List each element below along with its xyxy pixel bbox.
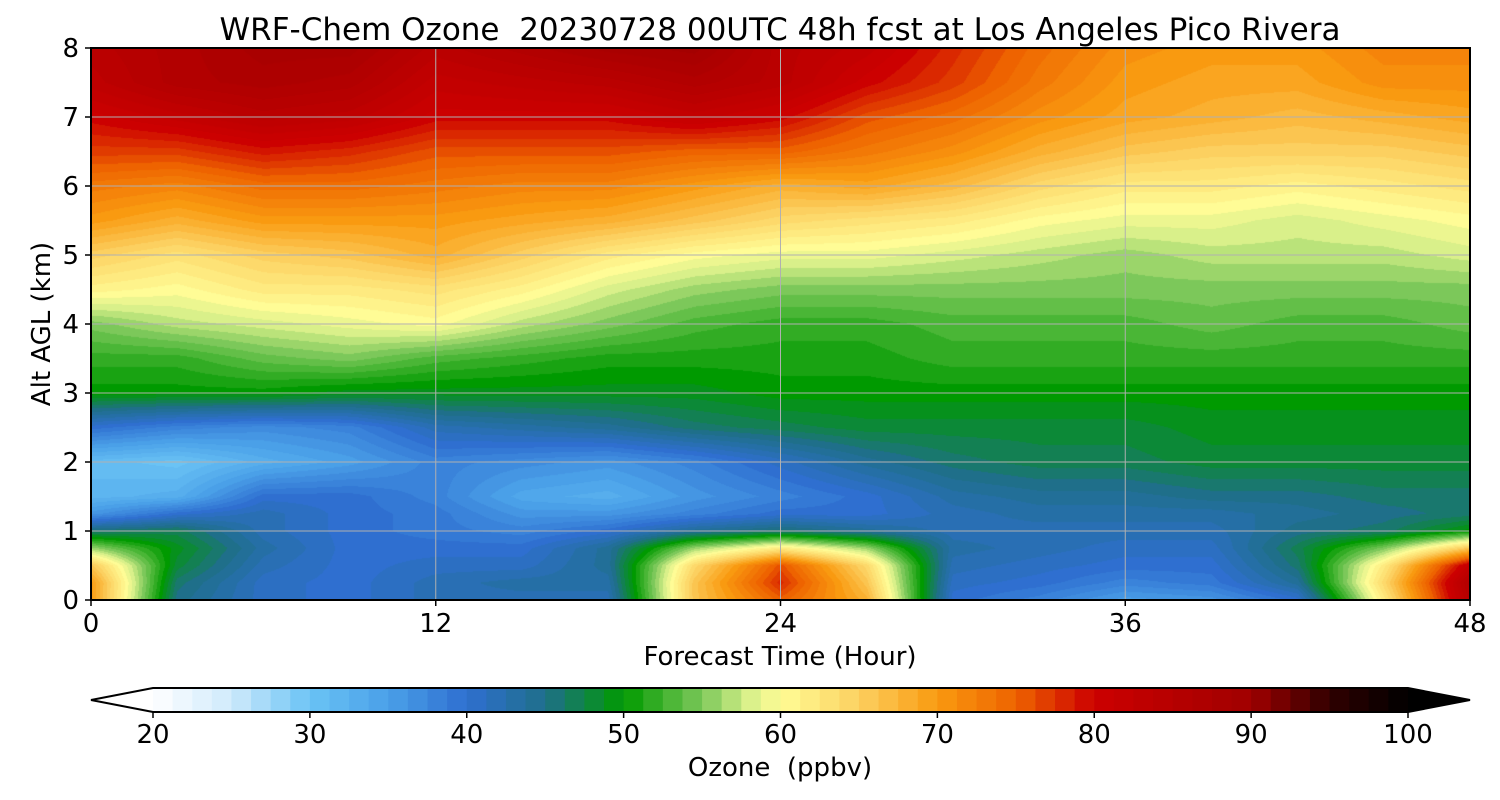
colorbar-band xyxy=(1192,688,1213,712)
grid-lines xyxy=(91,48,1470,600)
x-axis-label: Forecast Time (Hour) xyxy=(643,642,916,672)
colorbar-band xyxy=(682,688,703,712)
colorbar-band xyxy=(505,688,527,712)
colorbar-band xyxy=(427,688,448,712)
colorbar-band xyxy=(1133,688,1154,712)
colorbar-band xyxy=(1055,688,1076,712)
colorbar-band xyxy=(780,688,801,712)
colorbar-label: Ozone (ppbv) xyxy=(688,753,872,783)
colorbar-tick-label: 40 xyxy=(450,720,483,750)
colorbar-band xyxy=(604,688,625,712)
colorbar-tick-label: 90 xyxy=(1235,720,1268,750)
colorbar-band xyxy=(545,688,566,712)
y-tick-label: 7 xyxy=(62,103,79,133)
colorbar-band xyxy=(1074,688,1095,712)
colorbar-band xyxy=(996,688,1017,712)
colorbar-band xyxy=(956,688,978,712)
colorbar-band xyxy=(1094,688,1115,712)
colorbar-band xyxy=(741,688,762,712)
colorbar-band xyxy=(1309,688,1331,712)
colorbar-band xyxy=(760,688,782,712)
colorbar-band xyxy=(564,688,586,712)
y-tick-label: 5 xyxy=(62,241,79,271)
colorbar-band xyxy=(368,688,389,712)
colorbar-band xyxy=(447,688,468,712)
colorbar-band xyxy=(1211,688,1233,712)
x-tick-label: 24 xyxy=(764,609,797,639)
colorbar-band xyxy=(819,688,840,712)
colorbar-band xyxy=(1368,688,1389,712)
colorbar-tick-label: 20 xyxy=(136,720,169,750)
colorbar-band xyxy=(878,688,899,712)
y-axis-ticks: 0 1 2 3 4 5 6 7 8 xyxy=(62,34,91,616)
colorbar-band xyxy=(898,688,919,712)
colorbar-band xyxy=(643,688,664,712)
colorbar-band xyxy=(486,688,507,712)
colorbar-band xyxy=(623,688,644,712)
colorbar-band xyxy=(1231,688,1252,712)
colorbar-band xyxy=(309,688,331,712)
colorbar-band xyxy=(1290,688,1311,712)
colorbar-band xyxy=(937,688,958,712)
colorbar-band xyxy=(270,688,291,712)
colorbar-band xyxy=(349,688,370,712)
colorbar-band xyxy=(1015,688,1037,712)
colorbar-tick-label: 100 xyxy=(1383,720,1433,750)
colorbar-band xyxy=(721,688,742,712)
colorbar-band xyxy=(153,688,174,712)
y-tick-label: 4 xyxy=(62,310,79,340)
colorbar-band xyxy=(251,688,272,712)
colorbar-band xyxy=(584,688,605,712)
y-tick-label: 3 xyxy=(62,379,79,409)
colorbar-band xyxy=(388,688,409,712)
colorbar-band xyxy=(1172,688,1193,712)
colorbar-band xyxy=(839,688,860,712)
colorbar-tick-label: 70 xyxy=(921,720,954,750)
colorbar-band xyxy=(466,688,487,712)
colorbar-band xyxy=(1251,688,1272,712)
x-axis-ticks: 0 12 24 36 48 xyxy=(83,600,1487,639)
colorbar-band xyxy=(702,688,723,712)
colorbar-tick-label: 50 xyxy=(607,720,640,750)
colorbar-band xyxy=(192,688,213,712)
colorbar-band xyxy=(1349,688,1370,712)
x-tick-label: 0 xyxy=(83,609,100,639)
colorbar-extend-low xyxy=(91,688,153,712)
colorbar-tick-label: 80 xyxy=(1078,720,1111,750)
colorbar-band xyxy=(329,688,350,712)
colorbar-band xyxy=(917,688,938,712)
colorbar-band xyxy=(1153,688,1174,712)
y-tick-label: 0 xyxy=(62,586,79,616)
colorbar-band xyxy=(525,688,546,712)
colorbar-tick-label: 30 xyxy=(293,720,326,750)
y-tick-label: 1 xyxy=(62,517,79,547)
chart-title: WRF-Chem Ozone 20230728 00UTC 48h fcst a… xyxy=(220,12,1341,48)
colorbar-band xyxy=(800,688,821,712)
x-tick-label: 36 xyxy=(1109,609,1142,639)
colorbar-band xyxy=(290,688,311,712)
y-tick-label: 2 xyxy=(62,448,79,478)
colorbar-ticks: 20 30 40 50 60 70 80 90 100 xyxy=(136,712,1433,750)
colorbar-band xyxy=(211,688,233,712)
colorbar-band xyxy=(976,688,997,712)
y-axis-label: Alt AGL (km) xyxy=(27,242,57,406)
colorbar-band xyxy=(1035,688,1056,712)
colorbar xyxy=(90,687,1471,713)
x-tick-label: 12 xyxy=(419,609,452,639)
colorbar-band xyxy=(231,688,252,712)
colorbar-band xyxy=(1113,688,1135,712)
y-tick-label: 8 xyxy=(62,34,79,64)
colorbar-band xyxy=(172,688,193,712)
colorbar-band xyxy=(1270,688,1291,712)
colorbar-band xyxy=(1329,688,1350,712)
colorbar-band xyxy=(858,688,880,712)
colorbar-band xyxy=(407,688,429,712)
colorbar-tick-label: 60 xyxy=(764,720,797,750)
x-tick-label: 48 xyxy=(1453,609,1486,639)
colorbar-extend-high xyxy=(1408,688,1470,712)
colorbar-band xyxy=(662,688,684,712)
colorbar-band xyxy=(1388,688,1409,712)
y-tick-label: 6 xyxy=(62,172,79,202)
